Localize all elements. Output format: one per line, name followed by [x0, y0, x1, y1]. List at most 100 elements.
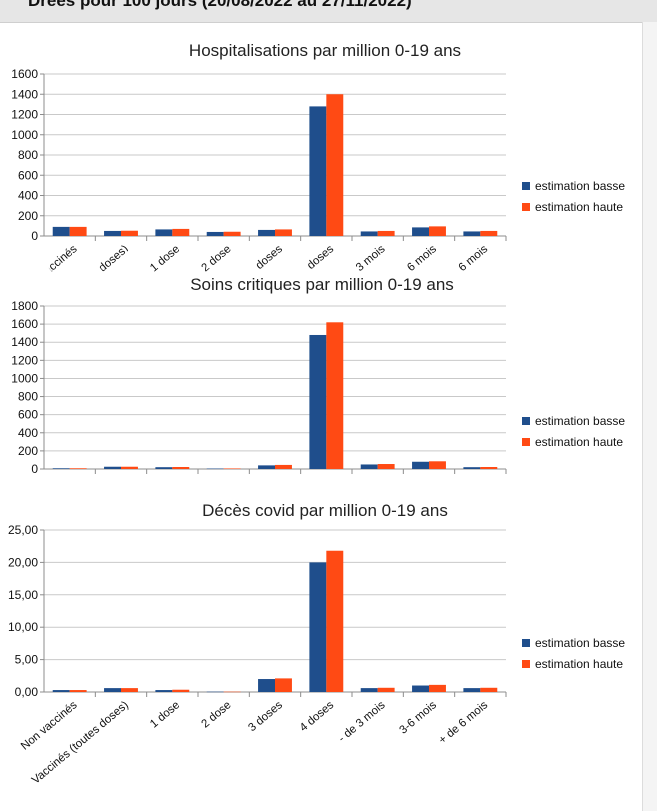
- bar-haute: [275, 678, 292, 692]
- legend-swatch: [522, 203, 530, 211]
- y-tick-label: 1200: [11, 353, 38, 367]
- bar-haute: [69, 226, 87, 236]
- legend-label: estimation basse: [535, 179, 625, 193]
- legend-swatch: [522, 417, 530, 425]
- x-tick-label: 2 dose: [199, 699, 233, 730]
- y-tick-label: 600: [18, 168, 38, 182]
- bar-haute: [172, 689, 190, 692]
- bar-basse: [309, 562, 327, 692]
- bar-basse: [463, 231, 481, 236]
- bar-basse: [104, 466, 121, 469]
- bar-haute: [326, 94, 344, 236]
- scrollbar-track[interactable]: [642, 22, 657, 811]
- y-tick-label: 0: [31, 229, 38, 243]
- bar-basse: [412, 227, 429, 236]
- bar-haute: [326, 550, 344, 692]
- bar-basse: [104, 688, 121, 692]
- y-tick-label: 0,00: [15, 685, 39, 699]
- bar-haute: [172, 467, 190, 469]
- x-tick-label: + de 6 mois: [437, 699, 491, 747]
- y-tick-label: 1000: [11, 128, 38, 142]
- bar-haute: [223, 691, 241, 693]
- x-tick-label: 3 doses: [246, 243, 285, 278]
- bar-basse: [258, 465, 275, 469]
- x-tick-label: 2 dose: [199, 243, 233, 274]
- chart-2: Soins critiques par million 0-19 ans 0 200…: [11, 275, 625, 476]
- legend-swatch: [522, 182, 530, 190]
- bar-basse: [412, 461, 429, 469]
- bar-haute: [480, 467, 498, 469]
- bar-haute: [223, 231, 241, 236]
- y-tick-label: 5,00: [15, 653, 39, 667]
- bar-haute: [121, 230, 138, 236]
- y-tick-label: 400: [18, 189, 38, 203]
- y-tick-label: 0: [31, 462, 38, 476]
- banner-title: Drees pour 100 jours (20/08/2022 au 27/1…: [28, 0, 412, 10]
- x-tick-label: - de 3 mois: [336, 699, 387, 745]
- y-tick-label: 20,00: [8, 555, 38, 569]
- legend-swatch: [522, 660, 530, 668]
- bar-haute: [377, 687, 395, 692]
- bar-basse: [104, 230, 121, 236]
- y-tick-label: 10,00: [8, 620, 38, 634]
- y-tick-label: 400: [18, 426, 38, 440]
- legend-swatch: [522, 639, 530, 647]
- x-tick-label: 3-6 mois: [397, 699, 439, 737]
- chart-title: Soins critiques par million 0-19 ans: [190, 275, 454, 294]
- chart-3: Décès covid par million 0-19 ans 0,00 5,00…: [8, 501, 625, 787]
- y-tick-label: 800: [18, 390, 38, 404]
- legend-label: estimation haute: [535, 435, 623, 449]
- bar-basse: [52, 690, 70, 692]
- bar-basse: [206, 691, 224, 693]
- y-tick-label: 1600: [11, 67, 38, 81]
- bar-basse: [309, 334, 327, 469]
- x-tick-label: 4 doses: [298, 699, 337, 734]
- bar-haute: [223, 468, 241, 469]
- x-tick-label: Vaccinés (toutes doses): [30, 699, 131, 787]
- y-tick-label: 25,00: [8, 523, 38, 537]
- bar-basse: [258, 679, 275, 692]
- y-tick-label: 1400: [11, 87, 38, 101]
- bar-basse: [360, 231, 378, 236]
- legend-swatch: [522, 438, 530, 446]
- y-tick-label: 800: [18, 148, 38, 162]
- bar-haute: [377, 230, 395, 236]
- x-tick-label: 4 doses: [298, 243, 337, 278]
- bar-basse: [52, 226, 70, 236]
- legend-label: estimation haute: [535, 200, 623, 214]
- bar-basse: [360, 464, 378, 469]
- legend-label: estimation basse: [535, 414, 625, 428]
- bar-basse: [360, 688, 378, 692]
- bar-basse: [155, 229, 173, 236]
- charts-canvas: Hospitalisations par million 0-19 ans 0 20…: [8, 41, 625, 787]
- bar-basse: [52, 468, 70, 469]
- bar-haute: [275, 229, 292, 236]
- bar-basse: [309, 106, 327, 237]
- y-tick-label: 15,00: [8, 588, 38, 602]
- x-tick-label: 1 dose: [148, 699, 182, 730]
- bar-haute: [429, 684, 446, 692]
- y-tick-label: 200: [18, 209, 38, 223]
- chart-title: Décès covid par million 0-19 ans: [202, 501, 448, 520]
- bar-basse: [258, 229, 275, 236]
- y-tick-label: 200: [18, 444, 38, 458]
- bar-haute: [69, 468, 87, 469]
- y-tick-label: 1600: [11, 317, 38, 331]
- bar-haute: [326, 322, 344, 469]
- bar-haute: [377, 464, 395, 469]
- bar-haute: [480, 230, 498, 236]
- page-banner: Drees pour 100 jours (20/08/2022 au 27/1…: [0, 0, 657, 23]
- bar-basse: [463, 467, 481, 469]
- bar-haute: [121, 466, 138, 469]
- y-tick-label: 1800: [11, 299, 38, 313]
- bar-haute: [172, 228, 190, 236]
- bar-basse: [206, 468, 224, 470]
- y-tick-label: 1000: [11, 371, 38, 385]
- y-tick-label: 1400: [11, 335, 38, 349]
- bar-basse: [155, 690, 173, 692]
- bar-basse: [463, 688, 481, 692]
- bar-haute: [275, 464, 292, 469]
- bar-haute: [429, 461, 446, 469]
- bar-haute: [480, 687, 498, 692]
- chart-title: Hospitalisations par million 0-19 ans: [189, 41, 461, 60]
